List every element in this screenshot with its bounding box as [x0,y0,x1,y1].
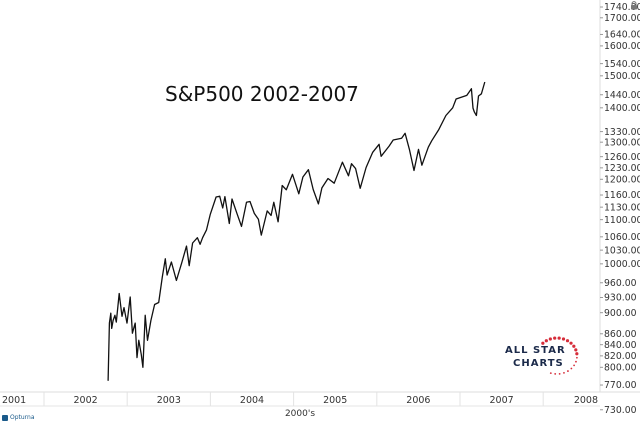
logo-text-1: ALL STAR [505,345,566,356]
star-dot [561,337,566,341]
y-tick-label: 860.00 [604,329,637,340]
y-tick-label: 730.00 [604,405,637,416]
y-tick-label: 820.00 [604,351,637,362]
star-dot [565,339,570,343]
star-dot [575,352,579,356]
x-axis: 2001 2002 2003 2004 2005 2006 2007 2008 [2,392,598,406]
star-dot [544,339,548,343]
y-tick-label: 1060.00 [604,232,640,243]
y-tick-label: 1500.00 [604,71,640,82]
star-dot [549,372,552,375]
y-tick-label: 1300.00 [604,137,640,148]
y-tick-label: 1230.00 [604,163,640,174]
star-dot [575,360,577,363]
star-dot [576,356,578,359]
y-tick-label: 930.00 [604,293,637,304]
x-tick-label: 2001 [2,395,26,406]
star-dot [563,371,565,374]
x-tick-label: 2006 [406,395,430,406]
y-tick-label: 770.00 [604,380,637,391]
star-dot [569,341,573,345]
chart-title: S&P500 2002-2007 [165,82,359,106]
star-dot [548,337,552,341]
y-tick-label: 1000.00 [604,259,640,270]
star-dot [557,336,561,340]
y-tick-label: 840.00 [604,340,637,351]
all-star-charts-logo: ALL STAR CHARTS [505,336,585,376]
x-axis-label: 2000's [284,409,316,419]
y-tick-label: 900.00 [604,308,637,319]
y-tick-label: 1540.00 [604,59,640,70]
star-dot [558,372,561,375]
star-dot [541,341,545,345]
star-dot [554,373,557,375]
y-tick-label: 1100.00 [604,215,640,226]
x-tick-label: 2005 [323,395,347,406]
x-tick-label: 2002 [74,395,98,406]
y-tick-label: 1440.00 [604,90,640,101]
y-tick-label: 1740.00 [604,2,640,13]
y-tick-label: 1330.00 [604,127,640,138]
star-dot [570,367,573,370]
y-tick-label: 960.00 [604,278,637,289]
x-tick-label: 2008 [574,395,598,406]
y-tick-label: 800.00 [604,363,637,374]
star-dot [573,364,575,367]
logo-text-2: CHARTS [513,358,564,369]
y-tick-label: 1260.00 [604,152,640,163]
opturna-logo: Opturna [2,414,35,422]
y-tick-label: 1600.00 [604,41,640,52]
x-tick-label: 2004 [240,395,264,406]
star-dot [567,370,569,372]
star-dot [553,336,557,340]
x-tick-label: 2007 [490,395,514,406]
y-tick-label: 1400.00 [604,103,640,114]
star-ring-icon [541,336,579,375]
y-tick-label: 1130.00 [604,202,640,213]
opturna-icon [2,415,8,421]
y-tick-label: 1200.00 [604,174,640,185]
x-tick-label: 2003 [157,395,181,406]
star-dot [572,344,576,348]
y-tick-label: 1700.00 [604,13,640,24]
y-tick-label: 1030.00 [604,245,640,256]
y-tick-label: 1160.00 [604,190,640,201]
opturna-text: Opturna [10,414,35,421]
star-dot [574,348,578,352]
lock-icon[interactable] [630,1,638,10]
price-line [107,81,486,381]
y-tick-label: 1640.00 [604,30,640,41]
